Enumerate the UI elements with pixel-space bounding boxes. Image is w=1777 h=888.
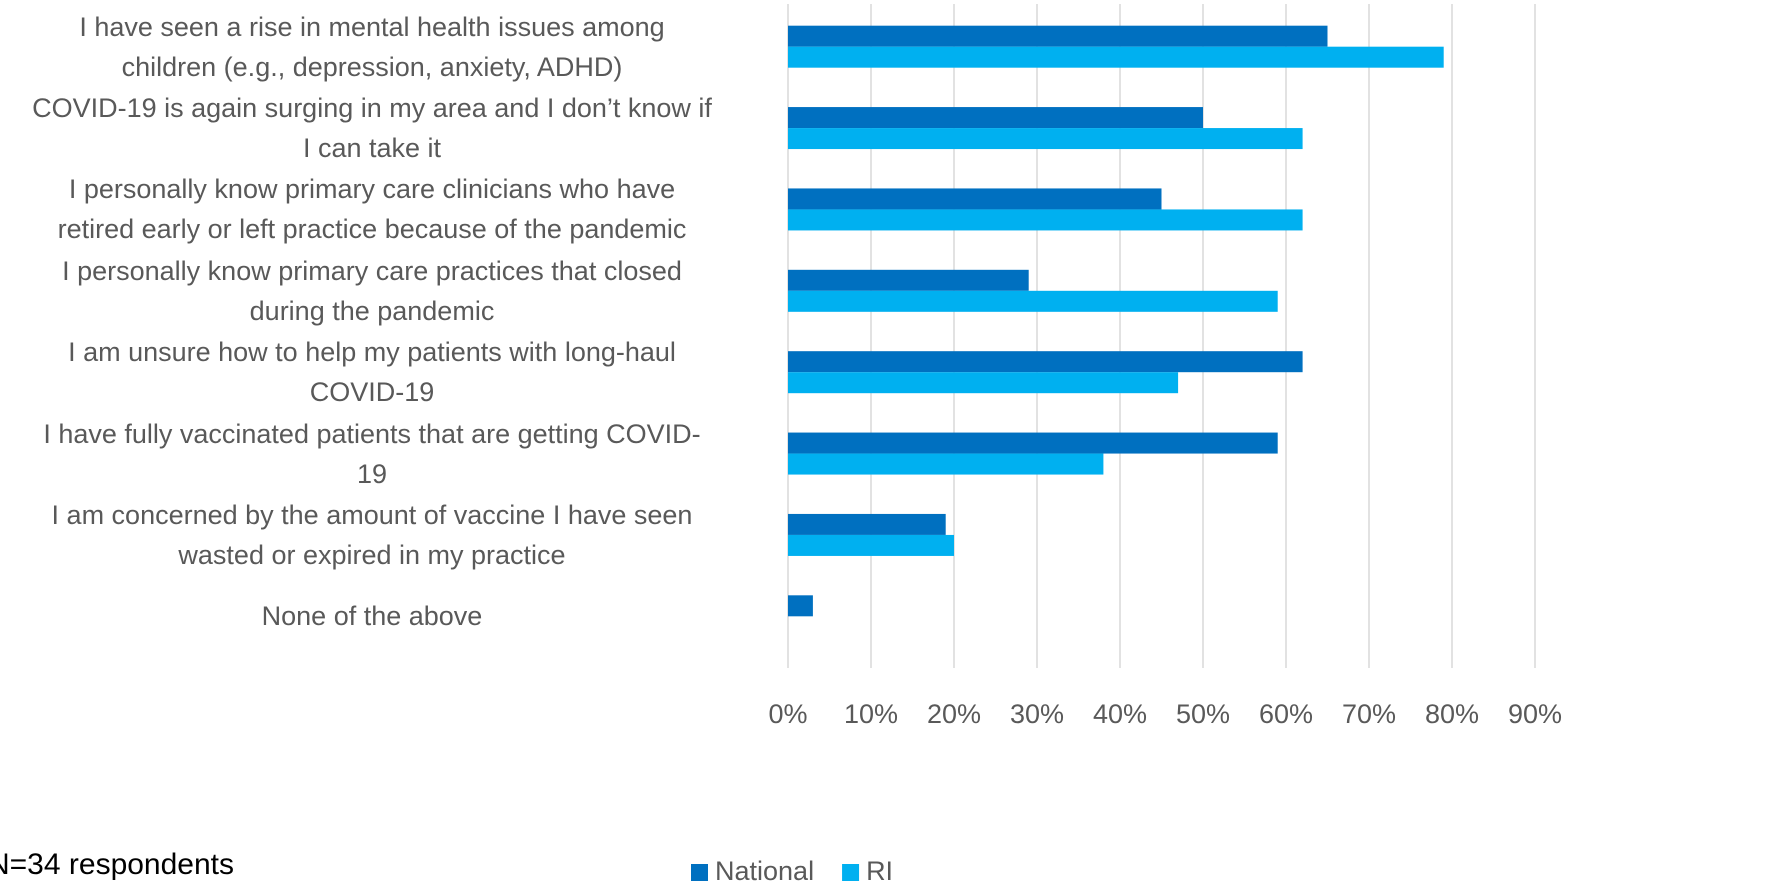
legend-swatch xyxy=(842,864,860,881)
bar xyxy=(788,107,1203,129)
x-tick-label: 70% xyxy=(1342,699,1396,729)
bar xyxy=(788,46,1444,68)
bar xyxy=(788,534,954,556)
bar xyxy=(788,513,946,535)
y-tick-label: I have fully vaccinated patients that ar… xyxy=(43,418,701,489)
x-tick-label: 20% xyxy=(927,699,981,729)
x-tick-label: 60% xyxy=(1259,699,1313,729)
y-tick-label: COVID-19 is again surging in my area and… xyxy=(32,93,712,164)
y-tick-label: None of the above xyxy=(261,601,483,632)
x-tick-label: 80% xyxy=(1425,699,1479,729)
x-tick-label: 0% xyxy=(768,699,807,729)
bar xyxy=(788,351,1303,373)
y-tick-label: I have seen a rise in mental health issu… xyxy=(79,11,665,82)
y-tick-label: I am concerned by the amount of vaccine … xyxy=(51,499,693,570)
bar xyxy=(788,290,1278,312)
bar xyxy=(788,432,1278,454)
y-tick-label: I personally know primary care practices… xyxy=(62,255,682,326)
x-tick-label: 40% xyxy=(1093,699,1147,729)
bar xyxy=(788,372,1179,394)
y-tick-label: I am unsure how to help my patients with… xyxy=(68,337,676,408)
legend-swatch xyxy=(691,864,708,881)
footnote: N=34 respondents xyxy=(0,848,235,881)
legend-label: RI xyxy=(866,856,893,886)
bar xyxy=(788,209,1303,231)
bar xyxy=(788,595,813,617)
y-tick-label: I personally know primary care clinician… xyxy=(57,174,687,245)
x-tick-label: 90% xyxy=(1508,699,1562,729)
bar xyxy=(788,453,1104,475)
x-tick-label: 10% xyxy=(844,699,898,729)
bar xyxy=(788,25,1328,47)
x-tick-label: 30% xyxy=(1010,699,1064,729)
x-tick-label: 50% xyxy=(1176,699,1230,729)
bar xyxy=(788,269,1029,291)
legend-label: National xyxy=(715,856,814,886)
bar xyxy=(788,128,1303,150)
bar xyxy=(788,188,1162,210)
